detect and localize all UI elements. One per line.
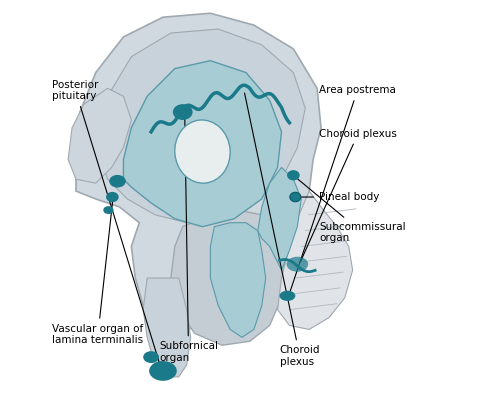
Ellipse shape <box>143 351 159 363</box>
Text: Choroid
plexus: Choroid plexus <box>244 93 320 367</box>
Text: Vascular organ of
lamina terminalis: Vascular organ of lamina terminalis <box>52 196 144 345</box>
Ellipse shape <box>290 192 301 202</box>
Polygon shape <box>143 278 191 377</box>
Polygon shape <box>258 168 301 270</box>
Ellipse shape <box>103 206 114 214</box>
Ellipse shape <box>280 291 295 301</box>
Polygon shape <box>171 211 286 345</box>
Polygon shape <box>277 191 353 330</box>
Text: Pineal body: Pineal body <box>298 192 379 202</box>
Ellipse shape <box>287 170 300 180</box>
Ellipse shape <box>106 192 119 202</box>
Ellipse shape <box>149 361 177 381</box>
Polygon shape <box>72 13 321 330</box>
Text: Area postrema: Area postrema <box>289 85 396 293</box>
Ellipse shape <box>175 120 230 183</box>
Polygon shape <box>68 88 131 183</box>
Text: Subcommissural
organ: Subcommissural organ <box>296 178 406 244</box>
Ellipse shape <box>287 257 308 272</box>
Ellipse shape <box>173 104 193 120</box>
Text: Subfornical
organ: Subfornical organ <box>159 115 218 363</box>
Polygon shape <box>100 29 305 223</box>
Text: Posterior
pituitary: Posterior pituitary <box>52 80 160 365</box>
Ellipse shape <box>109 175 126 187</box>
Polygon shape <box>123 60 282 227</box>
Text: Choroid plexus: Choroid plexus <box>301 129 397 261</box>
Polygon shape <box>211 223 266 338</box>
